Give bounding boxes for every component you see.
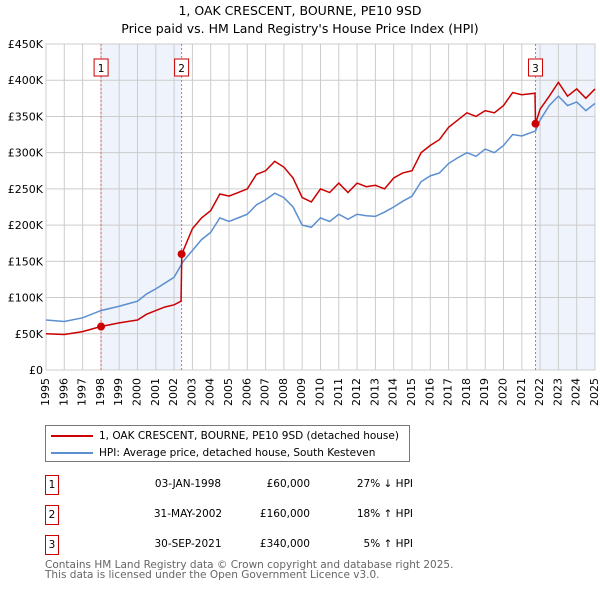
- series-line: [45, 81, 596, 336]
- y-tick-label: £250K: [8, 183, 44, 196]
- sale-label: 3: [532, 63, 539, 75]
- x-tick-label: 1995: [39, 378, 52, 406]
- x-tick-label: 2023: [551, 378, 564, 406]
- sale-price: £60,000: [266, 478, 310, 490]
- y-tick-label: £350K: [8, 110, 44, 123]
- x-tick-label: 2004: [204, 378, 217, 406]
- x-tick-label: 2001: [149, 378, 162, 406]
- x-tick-label: 2025: [588, 378, 600, 406]
- footer: Contains HM Land Registry data © Crown c…: [45, 559, 454, 581]
- x-tick-label: 2005: [222, 378, 235, 406]
- sale-marker: 1: [45, 475, 59, 495]
- x-tick-label: 1997: [76, 378, 89, 406]
- x-tick-label: 2022: [533, 378, 546, 406]
- sale-row: 2 31-MAY-2002 £160,000 18% ↑ HPI: [45, 505, 445, 525]
- sale-label: 1: [98, 63, 105, 75]
- x-tick-label: 2021: [515, 378, 528, 406]
- x-tick-label: 2014: [387, 378, 400, 406]
- sale-point: [531, 119, 540, 128]
- subtitle-line: Price paid vs. HM Land Registry's House …: [121, 21, 479, 36]
- price-chart: 1995 1996 1997 1998 1999 2000 2001 2002 2003 2004…: [8, 38, 600, 406]
- y-tick-label: £450K: [8, 38, 44, 51]
- sale-marker: 2: [45, 505, 59, 525]
- sale-row: 3 30-SEP-2021 £340,000 5% ↑ HPI: [45, 535, 445, 555]
- x-tick-label: 2007: [259, 378, 272, 406]
- x-tick-label: 2011: [332, 378, 345, 406]
- y-tick-label: £50K: [15, 328, 44, 341]
- sale-date: 30-SEP-2021: [154, 538, 222, 550]
- shaded-range: [101, 44, 182, 370]
- x-tick-label: 2006: [240, 378, 253, 406]
- sale-date: 03-JAN-1998: [154, 478, 222, 490]
- x-tick-label: 2013: [368, 378, 381, 406]
- sale-row: 1 03-JAN-1998 £60,000 27% ↓ HPI: [45, 475, 445, 495]
- x-tick-label: 2024: [570, 378, 583, 406]
- y-tick-label: £400K: [8, 74, 44, 87]
- sale-price: £340,000: [259, 538, 310, 550]
- sale-price: £160,000: [259, 508, 310, 520]
- sale-hpi: 18% ↑ HPI: [356, 508, 413, 520]
- x-tick-label: 1999: [112, 378, 125, 406]
- x-tick-label: 2000: [131, 378, 144, 406]
- legend: 1, OAK CRESCENT, BOURNE, PE10 9SD (detac…: [45, 425, 410, 462]
- x-tick-label: 1998: [94, 378, 107, 406]
- y-tick-label: £150K: [8, 255, 44, 268]
- sale-point: [97, 322, 106, 331]
- chart-title: 1, OAK CRESCENT, BOURNE, PE10 9SD Price …: [0, 2, 600, 38]
- sale-label-box: [93, 58, 109, 77]
- x-tick-label: 2020: [497, 378, 510, 406]
- sale-marker: 3: [45, 535, 59, 555]
- x-tick-label: 2008: [277, 378, 290, 406]
- sale-hpi: 5% ↑ HPI: [363, 538, 413, 550]
- y-tick-label: £100K: [8, 292, 44, 305]
- sale-date: 31-MAY-2002: [153, 508, 223, 520]
- x-tick-label: 2009: [295, 378, 308, 406]
- x-tick-label: 1996: [57, 378, 70, 406]
- y-tick-label: £200K: [8, 219, 44, 232]
- title-line: 1, OAK CRESCENT, BOURNE, PE10 9SD: [178, 3, 422, 18]
- series-line: [45, 95, 596, 323]
- footer-line: This data is licensed under the Open Gov…: [45, 569, 380, 581]
- legend-label: HPI: Average price, detached house, Sout…: [99, 447, 376, 459]
- x-tick-label: 2003: [185, 378, 198, 406]
- plot-frame: [45, 43, 596, 371]
- sale-hpi: 27% ↓ HPI: [356, 478, 413, 490]
- y-tick-label: £0: [29, 364, 43, 377]
- legend-label: 1, OAK CRESCENT, BOURNE, PE10 9SD (detac…: [99, 430, 399, 442]
- sale-label-box: [174, 58, 190, 77]
- sale-label-box: [528, 58, 544, 77]
- x-tick-label: 2019: [478, 378, 491, 406]
- sale-point: [177, 250, 186, 259]
- x-tick-label: 2012: [350, 378, 363, 406]
- x-tick-label: 2016: [423, 378, 436, 406]
- y-tick-label: £300K: [8, 147, 44, 160]
- sale-label: 2: [178, 63, 185, 75]
- x-tick-label: 2018: [460, 378, 473, 406]
- x-tick-label: 2015: [405, 378, 418, 406]
- x-tick-label: 2002: [167, 378, 180, 406]
- x-tick-label: 2017: [442, 378, 455, 406]
- x-tick-label: 2010: [314, 378, 327, 406]
- footer-line: Contains HM Land Registry data © Crown c…: [45, 559, 454, 571]
